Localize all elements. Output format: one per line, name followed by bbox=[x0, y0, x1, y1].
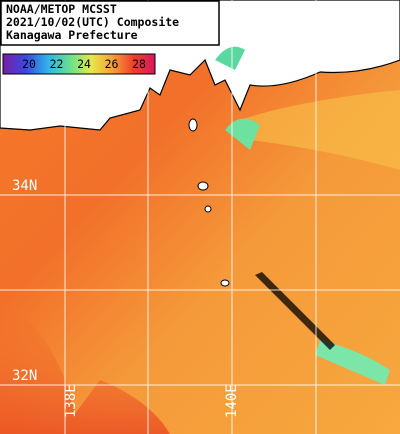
header-line: 2021/10/02(UTC) Composite bbox=[6, 15, 179, 29]
colorbar bbox=[2, 53, 156, 75]
longitude-label: 138E bbox=[63, 384, 79, 418]
colorbar-label: 22 bbox=[50, 57, 64, 71]
colorbar-label: 26 bbox=[105, 57, 119, 71]
colorbar-label: 24 bbox=[77, 57, 91, 71]
longitude-label: 140E bbox=[224, 384, 240, 418]
latitude-label: 32N bbox=[12, 368, 37, 384]
cool-water bbox=[240, 90, 400, 170]
cool-patch bbox=[225, 118, 260, 150]
island bbox=[204, 205, 212, 213]
header-line: Kanagawa Prefecture bbox=[6, 28, 138, 42]
cloud-mask bbox=[255, 272, 335, 350]
header-box bbox=[0, 0, 220, 46]
island bbox=[197, 181, 209, 191]
bay-water bbox=[215, 46, 245, 70]
warm-water bbox=[0, 300, 170, 434]
colorbar-labels: 20 22 24 26 28 bbox=[22, 57, 146, 71]
colorbar-label: 20 bbox=[22, 57, 36, 71]
island bbox=[188, 118, 198, 132]
cool-patch bbox=[315, 340, 390, 385]
header-line: NOAA/METOP MCSST bbox=[6, 2, 117, 16]
island bbox=[220, 279, 230, 287]
colorbar-label: 28 bbox=[132, 57, 146, 71]
latitude-label: 34N bbox=[12, 178, 37, 194]
